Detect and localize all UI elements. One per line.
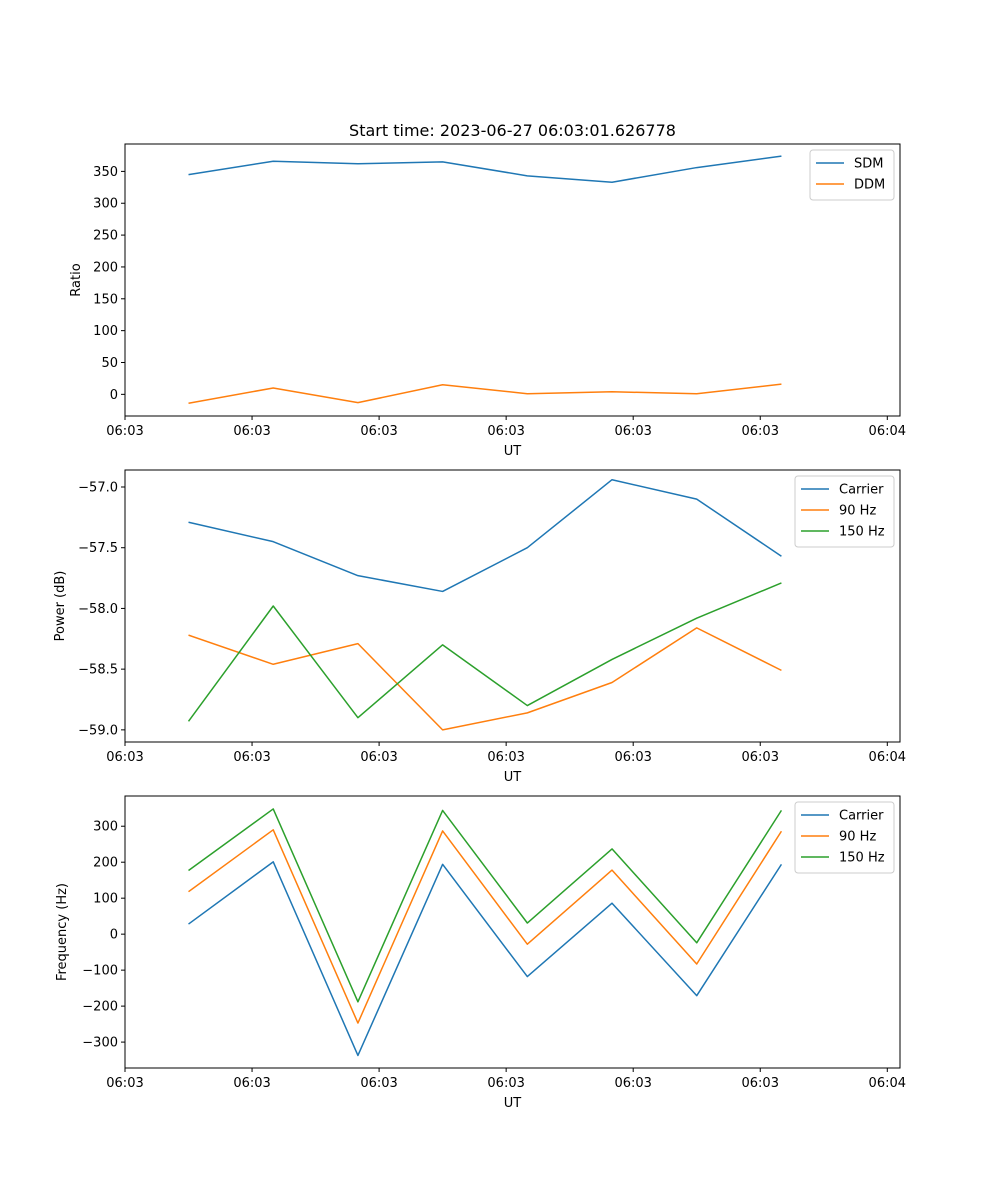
legend-label: 90 Hz xyxy=(839,830,876,845)
x-tick-label: 06:03 xyxy=(614,1076,651,1091)
series-line-90-hz xyxy=(188,829,783,1024)
series-line-ddm xyxy=(188,383,782,404)
legend-label: Carrier xyxy=(839,483,884,498)
y-tick-label: 250 xyxy=(93,229,118,244)
y-tick-label: 200 xyxy=(93,856,118,871)
x-tick-label: 06:03 xyxy=(742,424,779,439)
legend-box xyxy=(794,475,895,548)
y-tick-label: 0 xyxy=(110,388,118,403)
legend-label: DDM xyxy=(854,178,885,193)
y-tick-label: −300 xyxy=(82,1036,118,1051)
y-tick-label: −100 xyxy=(82,964,118,979)
y-tick-label: −59.0 xyxy=(78,723,118,738)
x-axis-label: UT xyxy=(504,1096,522,1111)
x-tick-label: 06:03 xyxy=(106,750,143,765)
y-tick-label: −58.5 xyxy=(78,663,118,678)
y-tick-label: 0 xyxy=(110,928,118,943)
x-tick-label: 06:03 xyxy=(106,424,143,439)
y-tick-label: 300 xyxy=(93,197,118,212)
chart-panel-3: 06:03 06:03 06:03 06:03 06:03 06:03 06:04 −300 −… xyxy=(55,795,906,1111)
x-tick-label: 06:04 xyxy=(869,424,906,439)
series-line-90-hz xyxy=(188,627,782,731)
series-line-carrier xyxy=(188,861,783,1057)
series-line-sdm xyxy=(188,155,782,183)
y-tick-label: 150 xyxy=(93,292,118,307)
x-tick-label: 06:04 xyxy=(869,1076,906,1091)
x-tick-label: 06:03 xyxy=(233,424,270,439)
x-tick-label: 06:04 xyxy=(869,750,906,765)
chart-panel-2: 06:03 06:03 06:03 06:03 06:03 06:03 06:04 −59.0… xyxy=(53,469,906,785)
figure-title: Start time: 2023-06-27 06:03:01.626778 xyxy=(349,121,676,140)
legend-box xyxy=(794,801,895,874)
x-tick-label: 06:03 xyxy=(360,1076,397,1091)
legend-label: 90 Hz xyxy=(839,504,876,519)
y-tick-label: −57.5 xyxy=(78,541,118,556)
y-axis-label: Power (dB) xyxy=(53,571,68,642)
y-axis-label: Ratio xyxy=(69,263,84,296)
legend-label: Carrier xyxy=(839,809,884,824)
axes-frame xyxy=(124,795,901,1069)
chart-panel-1: 06:03 06:03 06:03 06:03 06:03 06:03 06:04 0 50 10… xyxy=(69,143,906,459)
series-line-carrier xyxy=(188,478,782,593)
x-tick-label: 06:03 xyxy=(233,1076,270,1091)
legend-label: 150 Hz xyxy=(839,851,885,866)
legend-label: 150 Hz xyxy=(839,525,885,540)
x-axis-label: UT xyxy=(504,770,522,785)
series-line-150-hz xyxy=(188,808,783,1003)
x-axis-label: UT xyxy=(504,444,522,459)
x-tick-label: 06:03 xyxy=(614,750,651,765)
legend: Carrier 90 Hz 150 Hz xyxy=(794,801,895,874)
y-tick-label: 100 xyxy=(93,892,118,907)
legend-label: SDM xyxy=(854,157,883,172)
x-tick-label: 06:03 xyxy=(360,750,397,765)
series-line-150-hz xyxy=(187,582,782,722)
y-tick-label: 350 xyxy=(93,165,118,180)
x-tick-label: 06:03 xyxy=(360,424,397,439)
x-tick-label: 06:03 xyxy=(487,750,524,765)
legend: SDM DDM xyxy=(809,149,895,201)
y-tick-label: 100 xyxy=(93,324,118,339)
x-tick-label: 06:03 xyxy=(106,1076,143,1091)
x-tick-label: 06:03 xyxy=(742,750,779,765)
y-tick-label: 300 xyxy=(93,820,118,835)
y-axis-label: Frequency (Hz) xyxy=(55,883,70,981)
y-tick-label: −58.0 xyxy=(78,602,118,617)
y-tick-label: −200 xyxy=(82,1000,118,1015)
legend: Carrier 90 Hz 150 Hz xyxy=(794,475,895,548)
axes-frame xyxy=(124,143,901,417)
axes-frame xyxy=(124,469,901,743)
y-tick-label: −57.0 xyxy=(78,481,118,496)
x-tick-label: 06:03 xyxy=(487,1076,524,1091)
x-tick-label: 06:03 xyxy=(233,750,270,765)
y-tick-label: 200 xyxy=(93,260,118,275)
x-tick-label: 06:03 xyxy=(614,424,651,439)
x-tick-label: 06:03 xyxy=(487,424,524,439)
x-tick-label: 06:03 xyxy=(742,1076,779,1091)
y-tick-label: 50 xyxy=(101,356,118,371)
